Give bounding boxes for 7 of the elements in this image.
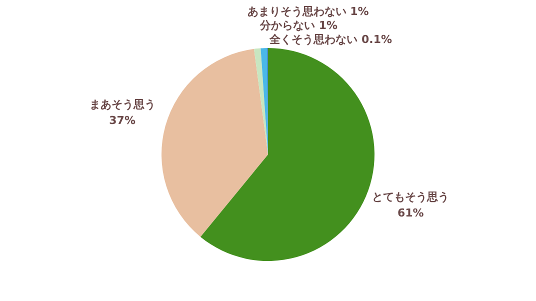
slice-label: あまりそう思わない 1% bbox=[247, 4, 369, 18]
data-label: 61% bbox=[397, 206, 424, 220]
slice-label: まあそう思う bbox=[89, 98, 156, 111]
slice-label: 分からない 1% bbox=[258, 18, 338, 32]
data-label: 37% bbox=[109, 114, 136, 127]
slice-label: 全くそう思わない 0.1% bbox=[268, 32, 392, 46]
slice-label: とてもそう思う bbox=[372, 190, 450, 204]
